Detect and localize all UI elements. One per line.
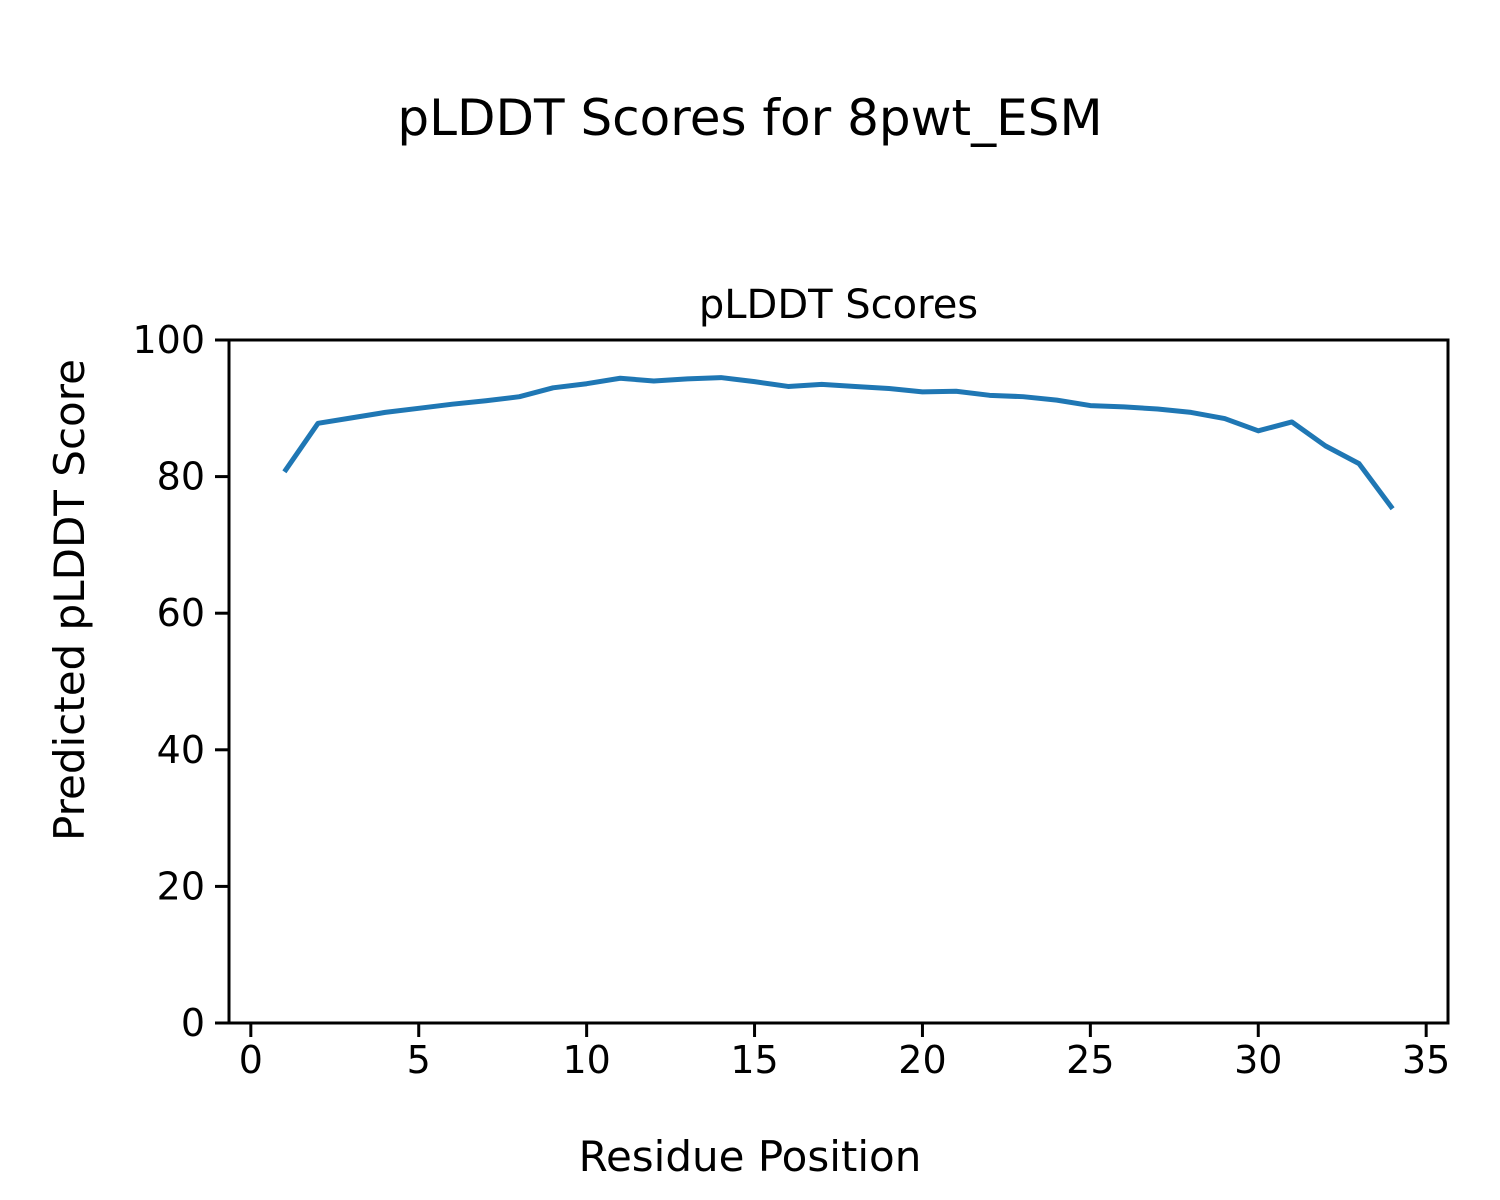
y-tick-label: 20 xyxy=(157,864,205,908)
axes-frame xyxy=(227,338,1450,1025)
y-tick-label: 60 xyxy=(157,591,205,635)
y-axis-label: Predicted pLDDT Score xyxy=(44,359,94,841)
x-tick-label: 5 xyxy=(407,1038,431,1082)
x-tick-label: 35 xyxy=(1402,1038,1450,1082)
x-tick-label: 10 xyxy=(562,1038,610,1082)
x-tick-label: 20 xyxy=(898,1038,946,1082)
figure-title: pLDDT Scores for 8pwt_ESM xyxy=(397,89,1103,147)
x-tick-label: 25 xyxy=(1066,1038,1114,1082)
y-tick-label: 40 xyxy=(157,728,205,772)
y-tick-label: 80 xyxy=(157,455,205,499)
x-tick-label: 30 xyxy=(1234,1038,1282,1082)
x-tick-label: 0 xyxy=(239,1038,263,1082)
axes-title: pLDDT Scores xyxy=(698,282,979,328)
y-tick-label: 0 xyxy=(181,1001,205,1045)
plddt-line xyxy=(282,375,1395,511)
x-axis-label: Residue Position xyxy=(578,1132,922,1181)
y-tick-label: 100 xyxy=(132,318,205,362)
x-tick-label: 15 xyxy=(730,1038,778,1082)
